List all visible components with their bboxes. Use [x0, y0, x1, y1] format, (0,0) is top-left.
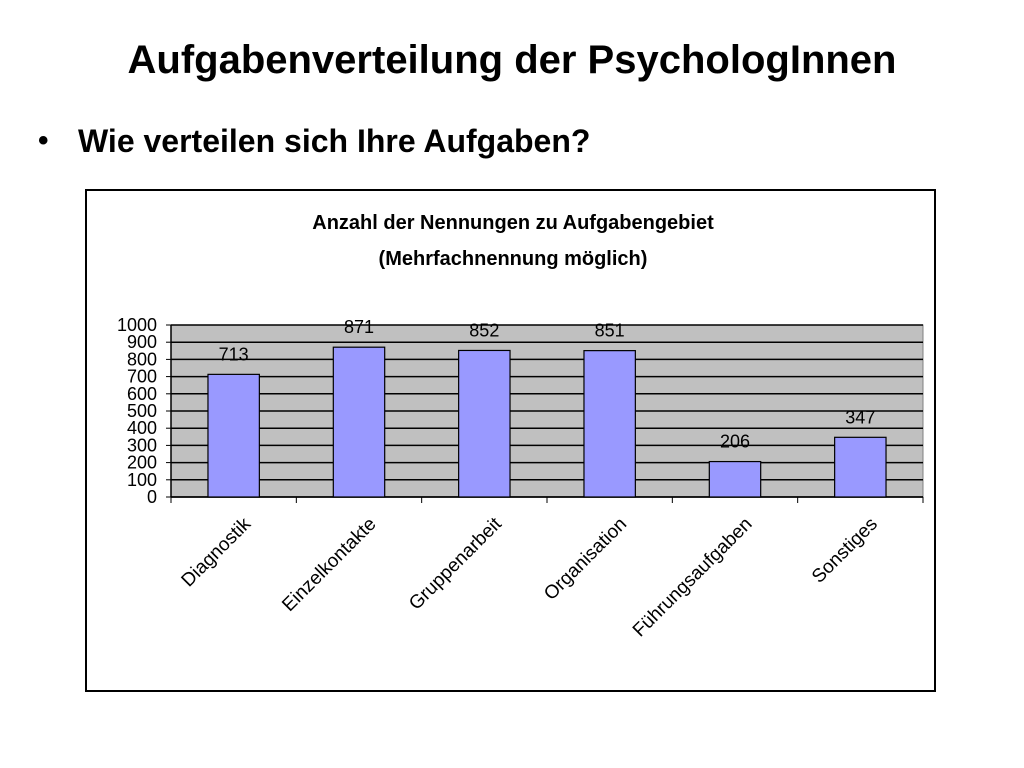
y-tick-label: 1000 — [117, 315, 157, 335]
y-tick-label: 0 — [147, 487, 157, 507]
y-tick-label: 400 — [127, 418, 157, 438]
data-label: 347 — [845, 407, 875, 427]
bar-chart: Anzahl der Nennungen zu Aufgabengebiet (… — [117, 212, 924, 642]
x-category-label: Einzelkontakte — [278, 514, 380, 616]
data-label: 871 — [344, 317, 374, 337]
bar — [332, 346, 386, 498]
bullet-symbol: • — [38, 124, 49, 157]
data-label: 206 — [720, 432, 750, 452]
data-label: 852 — [469, 320, 499, 340]
y-tick-label: 600 — [127, 384, 157, 404]
bullet-text: Wie verteilen sich Ihre Aufgaben? — [78, 122, 591, 159]
bar — [458, 349, 511, 498]
y-tick-label: 500 — [127, 401, 157, 421]
x-category-label: Führungsaufgaben — [629, 514, 757, 642]
x-category-label: Diagnostik — [178, 513, 256, 591]
y-tick-label: 100 — [127, 470, 157, 490]
chart-title: Anzahl der Nennungen zu Aufgabengebiet — [312, 212, 714, 234]
chart-frame: Anzahl der Nennungen zu Aufgabengebiet (… — [85, 189, 936, 692]
bar — [583, 350, 636, 498]
y-tick-label: 800 — [127, 349, 157, 369]
x-category-label: Sonstiges — [808, 514, 882, 588]
bar — [207, 373, 260, 498]
data-label: 713 — [219, 344, 249, 364]
slide-title: Aufgabenverteilung der PsychologInnen — [127, 38, 897, 82]
x-category-label: Organisation — [540, 514, 631, 605]
y-tick-label: 200 — [127, 453, 157, 473]
bar — [834, 436, 887, 498]
y-tick-label: 900 — [127, 332, 157, 352]
x-category-label: Gruppenarbeit — [405, 513, 506, 614]
y-tick-label: 300 — [127, 435, 157, 455]
y-tick-label: 700 — [127, 367, 157, 387]
bullet-item: • Wie verteilen sich Ihre Aufgaben? — [38, 116, 590, 166]
chart-subtitle: (Mehrfachnennung möglich) — [379, 248, 648, 270]
data-label: 851 — [595, 321, 625, 341]
bar — [708, 460, 762, 498]
